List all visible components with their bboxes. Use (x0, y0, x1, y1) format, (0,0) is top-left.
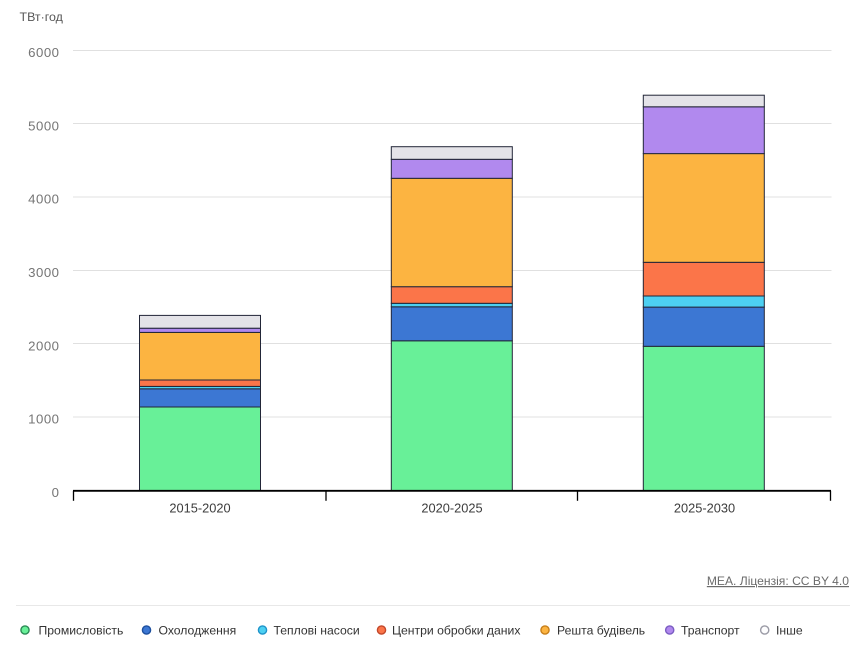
svg-text:0: 0 (52, 485, 60, 500)
svg-text:Промисловість: Промисловість (39, 623, 124, 637)
svg-text:2015-2020: 2015-2020 (169, 500, 230, 515)
svg-text:Теплові насоси: Теплові насоси (274, 623, 360, 637)
svg-text:5000: 5000 (28, 118, 59, 133)
svg-text:2025-2030: 2025-2030 (674, 500, 735, 515)
svg-text:ТВт·год: ТВт·год (20, 10, 64, 24)
svg-text:1000: 1000 (28, 412, 59, 427)
svg-text:Охолодження: Охолодження (159, 623, 237, 637)
svg-text:Решта будівель: Решта будівель (557, 623, 645, 637)
svg-text:Центри обробки даних: Центри обробки даних (392, 623, 520, 637)
svg-text:6000: 6000 (28, 45, 59, 60)
svg-text:2000: 2000 (28, 338, 59, 353)
svg-text:2020-2025: 2020-2025 (421, 500, 482, 515)
svg-text:МЕА. Ліцензія: CC BY 4.0: МЕА. Ліцензія: CC BY 4.0 (707, 574, 849, 588)
svg-text:Інше: Інше (776, 623, 803, 637)
svg-text:4000: 4000 (28, 192, 59, 207)
svg-text:Транспорт: Транспорт (681, 623, 740, 637)
svg-text:3000: 3000 (28, 265, 59, 280)
